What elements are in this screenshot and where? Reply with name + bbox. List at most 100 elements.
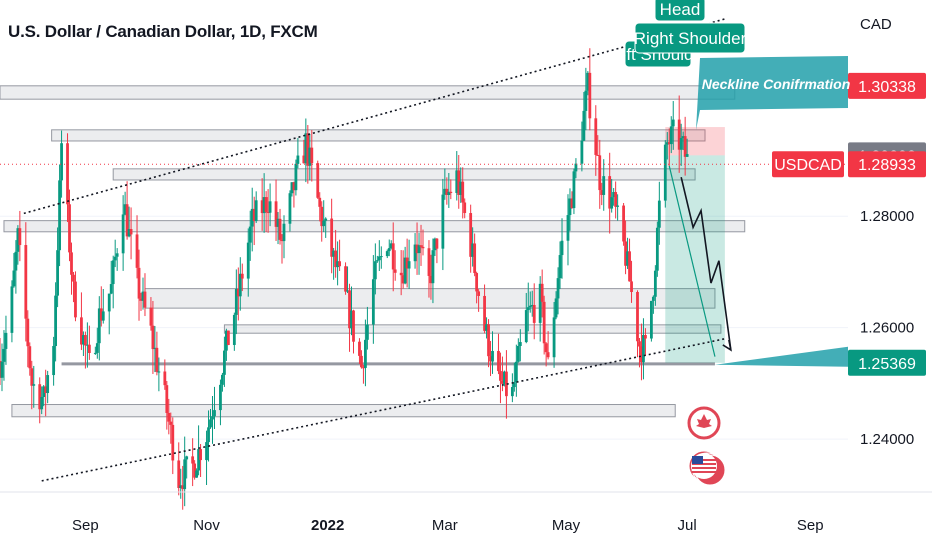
candle-body-4 — [10, 286, 14, 333]
candle-body-64 — [177, 460, 181, 489]
candle-body-167 — [461, 181, 465, 203]
candle-body-189 — [524, 310, 528, 343]
candle-body-237 — [655, 227, 659, 271]
candle-body-89 — [246, 242, 250, 279]
candle-body-52 — [141, 291, 145, 301]
candle-body-84 — [232, 314, 236, 345]
candle-body-190 — [526, 307, 530, 311]
resistance-support-zones — [0, 85, 848, 440]
candle-body-207 — [572, 171, 576, 209]
candle-body-205 — [568, 198, 572, 216]
candle-body-232 — [642, 335, 645, 363]
candle-body-243 — [671, 119, 675, 127]
candle-body-57 — [155, 347, 159, 372]
candle-body-210 — [582, 110, 586, 141]
candle-body-176 — [487, 324, 490, 357]
candle-body-209 — [580, 140, 584, 164]
candle-body-53 — [143, 291, 147, 308]
x-tick-2: 2022 — [311, 517, 344, 534]
candle-body-113 — [310, 147, 314, 164]
zone-0 — [0, 85, 736, 100]
candle-body-144 — [399, 272, 403, 276]
candle-body-18 — [46, 375, 50, 394]
candle-body-133 — [366, 324, 369, 340]
candle-body-196 — [542, 301, 546, 344]
candle-body-127 — [350, 310, 353, 329]
candle-body-188 — [518, 342, 522, 346]
candle-body-230 — [638, 341, 641, 347]
candle-body-195 — [540, 283, 544, 302]
candle-body-1 — [0, 361, 4, 378]
price-label-2: 1.28933 — [858, 157, 916, 174]
candle-body-83 — [226, 330, 230, 345]
candle-body-168 — [463, 202, 467, 214]
candle-body-115 — [318, 197, 322, 207]
head-label-box — [654, 0, 706, 22]
candle-body-40 — [109, 284, 113, 294]
neckline-callout-text: Neckline Conifrmation — [702, 76, 851, 92]
candle-body-213 — [588, 72, 592, 119]
stop-zone — [665, 127, 725, 156]
candle-body-47 — [127, 229, 131, 237]
candle-body-51 — [139, 298, 143, 301]
candle-body-93 — [254, 200, 258, 222]
candle-body-153 — [421, 246, 425, 249]
candle-body-161 — [445, 188, 449, 195]
candle-body-162 — [447, 191, 451, 195]
candle-body-49 — [135, 234, 139, 268]
price-label-box-3 — [848, 349, 926, 376]
candle-body-131 — [362, 367, 365, 369]
candle-body-13 — [32, 384, 36, 386]
candle-body-37 — [99, 308, 103, 321]
candle-body-10 — [26, 318, 30, 347]
candle-body-56 — [153, 347, 157, 350]
candle-body-201 — [556, 278, 560, 299]
candle-body-174 — [483, 295, 486, 331]
candle-body-23 — [60, 143, 63, 181]
target-diagonal — [668, 165, 716, 357]
candle-body-33 — [87, 344, 91, 353]
candle-body-217 — [600, 190, 604, 195]
candle-body-50 — [137, 267, 141, 299]
candle-body-221 — [612, 192, 616, 198]
candle-body-208 — [574, 163, 578, 172]
candles — [0, 48, 689, 510]
candle-body-101 — [278, 218, 282, 240]
candle-body-149 — [413, 244, 417, 262]
candle-body-34 — [93, 352, 97, 354]
candle-body-32 — [85, 344, 89, 346]
short-position-tool — [665, 127, 725, 363]
candle-body-158 — [435, 238, 439, 249]
y-tick-0: 1.28000 — [860, 208, 914, 225]
candle-body-67 — [183, 459, 187, 490]
candle-body-178 — [491, 350, 494, 362]
candle-body-112 — [308, 147, 312, 166]
neckline-callout-box — [696, 56, 848, 130]
candle-body-5 — [12, 270, 16, 287]
candle-body-121 — [334, 250, 338, 268]
candle-body-70 — [193, 463, 197, 478]
candle-body-171 — [473, 243, 477, 274]
candle-body-155 — [429, 275, 433, 284]
candle-body-150 — [415, 244, 419, 254]
right-shoulder-label: Right Shoulder — [634, 29, 747, 48]
candle-body-59 — [163, 371, 167, 386]
projection-path — [680, 177, 732, 351]
candle-body-82 — [224, 330, 228, 351]
candle-body-191 — [528, 305, 532, 308]
candle-body-26 — [70, 252, 73, 275]
channel-line-0 — [23, 18, 726, 215]
candle-body-175 — [485, 324, 488, 331]
candle-body-27 — [72, 274, 75, 282]
candle-body-79 — [219, 384, 222, 411]
candle-body-206 — [570, 198, 574, 209]
price-label-box-2 — [848, 151, 926, 178]
candle-body-229 — [636, 292, 639, 342]
candle-body-242 — [669, 126, 673, 145]
candle-body-14 — [38, 384, 42, 410]
candle-body-36 — [97, 308, 101, 344]
candle-body-80 — [221, 374, 224, 385]
